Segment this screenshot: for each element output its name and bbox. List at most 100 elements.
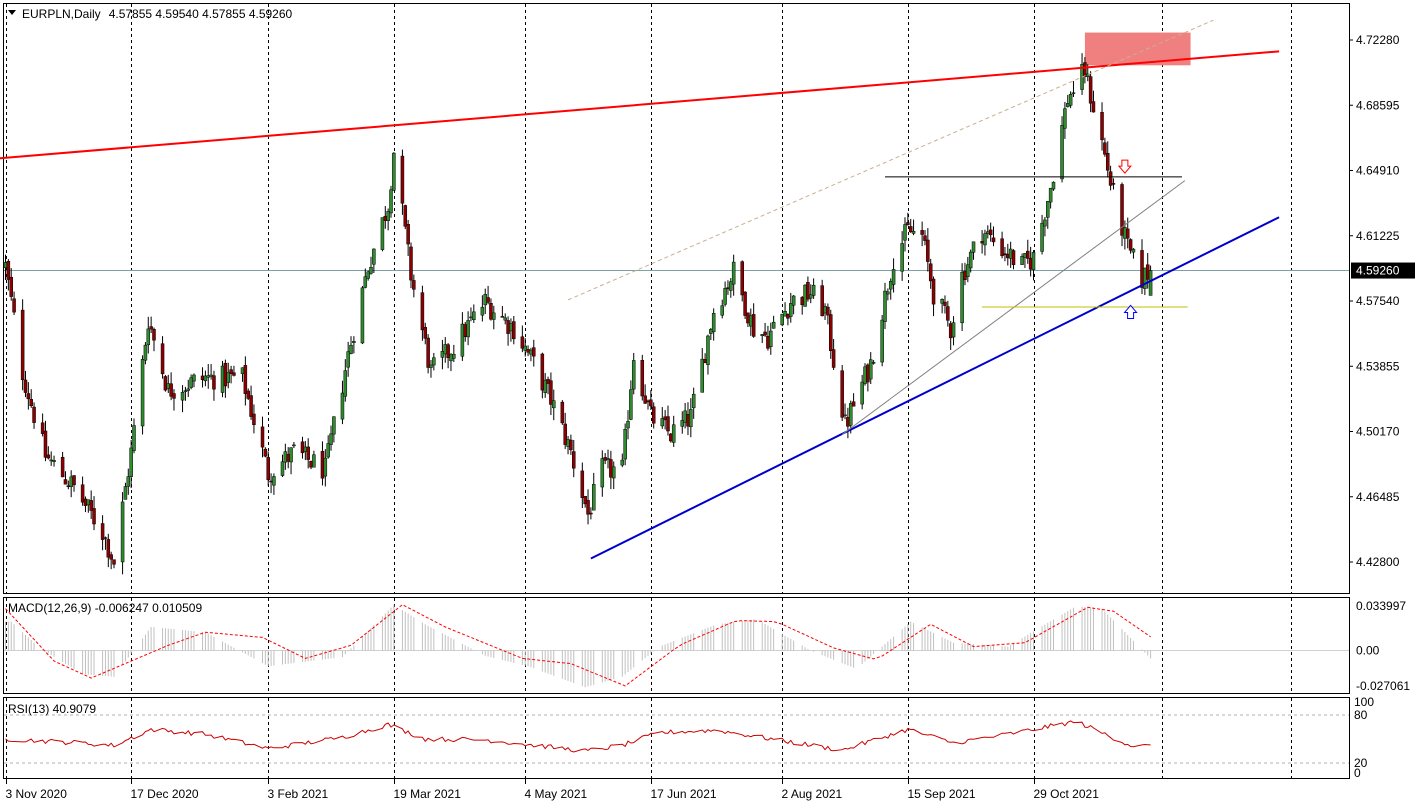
candle — [968, 249, 973, 273]
candle — [626, 410, 630, 440]
price-tick-label: 4.57540 — [1356, 294, 1400, 308]
candle — [503, 313, 507, 325]
candle — [880, 314, 884, 367]
candle — [9, 268, 13, 301]
candle — [12, 291, 16, 316]
trendline[interactable] — [567, 19, 1214, 301]
candle — [392, 152, 396, 191]
candle — [1103, 137, 1107, 157]
candle — [126, 468, 131, 495]
candle — [826, 303, 830, 325]
candle — [680, 411, 685, 434]
candle — [1031, 250, 1036, 281]
candle — [780, 313, 784, 327]
price-tick-label: 4.46485 — [1356, 490, 1400, 504]
candle — [406, 219, 410, 256]
symbol-label: EURPLN,Daily — [22, 7, 101, 21]
candle — [1043, 216, 1047, 237]
date-tick-label: 4 May 2021 — [525, 787, 588, 801]
candle — [809, 284, 813, 304]
price-tick-label: 4.64910 — [1356, 164, 1400, 178]
trendline[interactable] — [841, 180, 1186, 435]
candle — [360, 285, 365, 345]
candle — [500, 305, 505, 318]
rsi-tick-label: 100 — [1354, 695, 1374, 709]
candle — [446, 343, 450, 369]
candle — [260, 416, 265, 458]
candle — [1011, 249, 1016, 270]
current-price-badge — [1351, 262, 1415, 279]
candle — [220, 360, 225, 398]
candle — [160, 336, 165, 379]
rsi-plot — [5, 720, 1151, 753]
candle — [649, 390, 653, 410]
collapse-triangle-icon[interactable] — [8, 10, 16, 15]
candle — [1063, 101, 1067, 139]
candle — [540, 352, 545, 399]
date-tick-label: 19 Mar 2021 — [394, 787, 462, 801]
candle — [966, 256, 970, 283]
candle — [660, 407, 665, 429]
candle — [532, 339, 536, 367]
candle — [89, 490, 93, 519]
candle — [172, 389, 176, 411]
price-markers — [1117, 159, 1138, 319]
candle — [900, 231, 904, 281]
candle — [426, 334, 430, 374]
vertical-grid — [4, 4, 1349, 778]
candle — [289, 447, 293, 475]
candle — [940, 298, 944, 314]
candle — [192, 373, 196, 388]
trendline[interactable] — [0, 50, 1280, 160]
candle — [606, 449, 610, 469]
candle — [983, 229, 987, 256]
candle — [380, 217, 385, 252]
candle — [6, 259, 11, 291]
trendlines[interactable] — [0, 19, 1280, 560]
candle — [372, 248, 376, 274]
candle — [691, 387, 696, 419]
candle — [729, 278, 733, 298]
candle — [886, 288, 890, 301]
candle — [389, 185, 393, 218]
candle — [466, 311, 470, 346]
candle — [369, 256, 373, 275]
trendline[interactable] — [590, 216, 1280, 560]
candle — [100, 515, 105, 551]
candle — [643, 384, 647, 405]
candle — [723, 281, 727, 307]
candle — [580, 462, 585, 509]
candle — [132, 418, 136, 454]
candle — [586, 489, 590, 525]
candle — [706, 334, 710, 375]
date-tick-label: 15 Sep 2021 — [908, 787, 976, 801]
candle — [169, 372, 173, 401]
candle — [386, 208, 390, 231]
candle — [252, 404, 256, 434]
candle — [991, 226, 996, 247]
candle — [1026, 239, 1030, 264]
candle — [492, 305, 496, 330]
candle — [26, 382, 31, 410]
candle — [366, 270, 370, 281]
candle — [203, 370, 208, 387]
candle — [820, 279, 824, 317]
rsi-tick-label: 20 — [1354, 756, 1368, 770]
candle — [46, 446, 51, 460]
candle — [1046, 200, 1050, 229]
candle — [951, 316, 956, 346]
candle — [280, 454, 285, 477]
candle — [923, 230, 927, 246]
candle — [920, 221, 924, 247]
candle — [1091, 90, 1096, 113]
candle — [831, 338, 836, 370]
candle — [843, 403, 847, 420]
price-tick-label: 4.53855 — [1356, 359, 1400, 373]
candle — [891, 258, 896, 293]
candle — [631, 352, 636, 395]
candle — [512, 316, 516, 345]
candle — [183, 386, 188, 401]
chart-header: EURPLN,Daily 4.57855 4.59540 4.57855 4.59… — [22, 7, 293, 21]
candles — [3, 53, 1153, 575]
